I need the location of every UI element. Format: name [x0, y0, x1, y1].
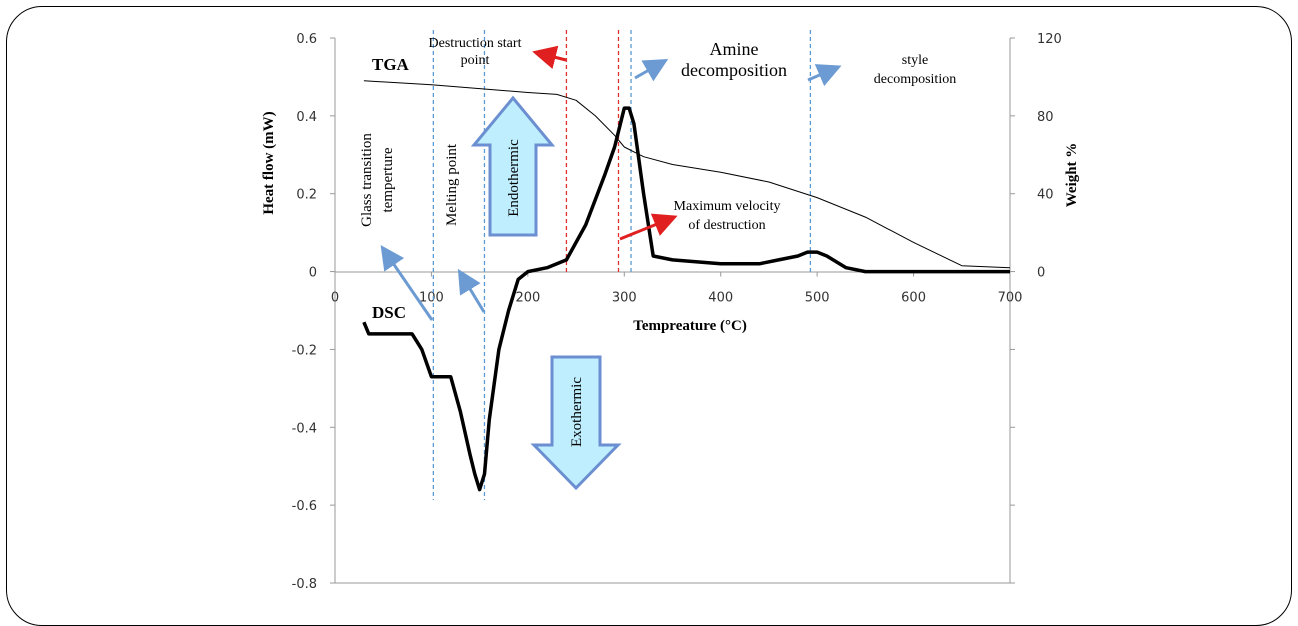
x-tick-label: 100: [419, 291, 444, 306]
y-left-tick-label: -0.6: [292, 499, 317, 514]
dsc-label: DSC: [372, 303, 406, 322]
y-axis-title-left: Heat flow (mW): [261, 111, 277, 214]
endothermic-label: Endothermic: [506, 139, 522, 217]
x-tick-label: 600: [901, 291, 926, 306]
x-tick-label: 200: [515, 291, 540, 306]
destruction-start-label-2: point: [461, 53, 490, 68]
y-left-tick-label: 0.6: [296, 32, 317, 47]
y-left-tick-label: -0.2: [292, 343, 317, 358]
max-velocity-label-2: of destruction: [688, 218, 765, 233]
x-tick-label: 500: [805, 291, 830, 306]
y-left-tick-label: -0.8: [292, 577, 317, 592]
melting-point-label: Melting point: [444, 143, 460, 226]
x-tick-label: 300: [612, 291, 637, 306]
glass-transition-arrow: [380, 245, 434, 321]
exothermic-arrow: [530, 355, 622, 491]
endothermic-arrow: [470, 95, 556, 237]
destruction-start-label-1: Destruction start: [429, 36, 522, 51]
y-right-tick-label: 80: [1037, 110, 1054, 125]
tga-label: TGA: [372, 55, 410, 74]
amine-arrow: [634, 59, 669, 82]
x-tick-label: 400: [708, 291, 733, 306]
tga-curve: [363, 80, 1011, 269]
dsc-tga-chart: 0 100 200 300 400 500 600 7000.60.40.20-0.2-0.4…: [261, 30, 1080, 592]
x-tick-label: 700: [998, 291, 1023, 306]
dsc-curve: [362, 106, 1010, 492]
glass-transition-label-2: temperture: [380, 147, 396, 212]
y-right-tick-label: 0: [1037, 266, 1045, 281]
y-right-tick-label: 120: [1037, 32, 1062, 47]
style-arrow: [807, 64, 842, 87]
style-label-2: decomposition: [874, 72, 956, 87]
y-left-tick-label: -0.4: [292, 421, 317, 436]
style-label-1: style: [902, 53, 928, 68]
max-velocity-arrow: [619, 213, 678, 241]
glass-transition-label-1: Glass transition: [359, 133, 375, 227]
y-left-tick-label: 0.4: [296, 110, 317, 125]
amine-label-2: decomposition: [681, 60, 787, 80]
x-axis-title: Tempreature (°C): [633, 318, 747, 334]
amine-label-1: Amine: [710, 39, 759, 59]
y-axis-title-right: Weight %: [1064, 143, 1080, 208]
max-velocity-label-1: Maximum velocity: [674, 199, 781, 214]
y-right-tick-label: 40: [1037, 188, 1054, 203]
y-left-tick-label: 0: [309, 266, 317, 281]
x-tick-label: 0: [331, 291, 339, 306]
exothermic-label: Exothermic: [569, 377, 585, 447]
y-left-tick-label: 0.2: [296, 188, 317, 203]
destruction-start-arrow: [532, 45, 567, 70]
melting-point-arrow: [457, 268, 486, 313]
